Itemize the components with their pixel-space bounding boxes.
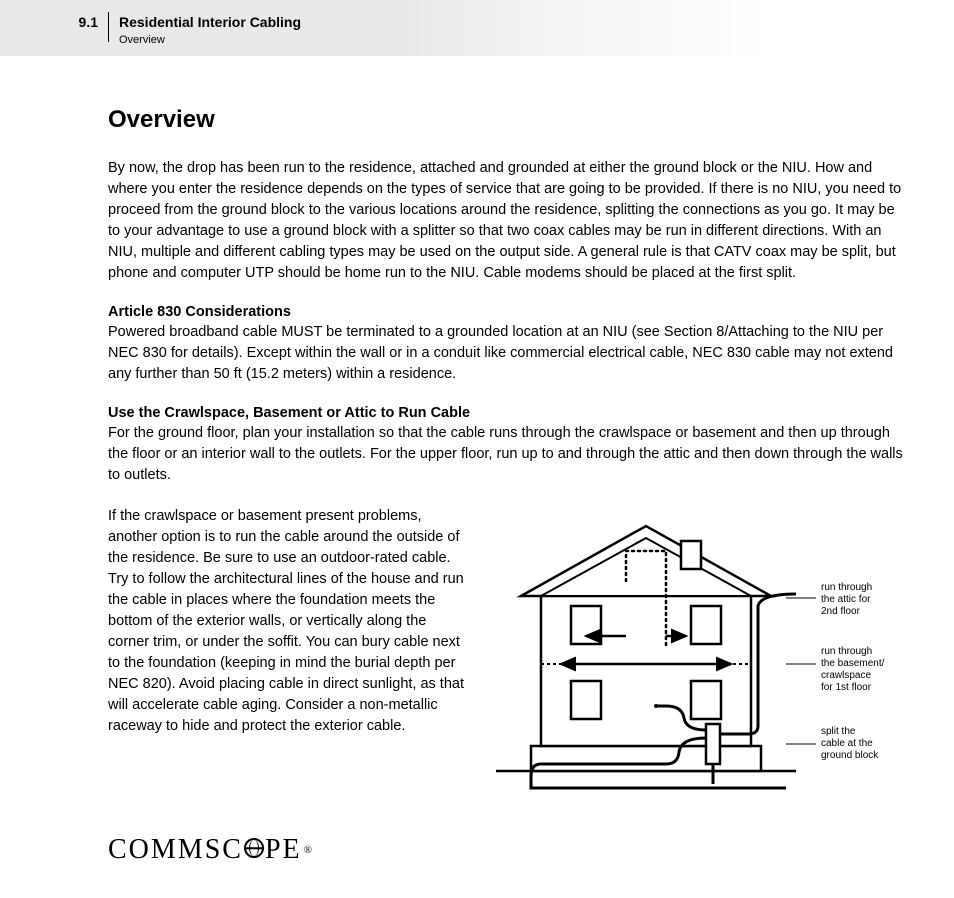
wrap-paragraph: If the crawlspace or basement present pr… <box>108 506 468 737</box>
annotation-split-2: cable at the <box>821 738 873 749</box>
header-titles: Residential Interior Cabling Overview <box>109 14 301 46</box>
section-body: For the ground floor, plan your installa… <box>108 423 906 486</box>
section-heading: Article 830 Considerations <box>108 304 906 320</box>
chapter-subtitle: Overview <box>119 34 301 46</box>
house-diagram: run through the attic for 2nd floor run … <box>486 506 906 796</box>
section-body: Powered broadband cable MUST be terminat… <box>108 322 906 385</box>
globe-icon <box>244 838 264 858</box>
section-heading: Use the Crawlspace, Basement or Attic to… <box>108 405 906 421</box>
page-content: Overview By now, the drop has been run t… <box>0 56 954 796</box>
annotation-attic-1: run through <box>821 582 872 593</box>
chapter-title: Residential Interior Cabling <box>119 14 301 30</box>
annotation-split-3: ground block <box>821 750 879 761</box>
annotation-basement-2: the basement/ <box>821 658 885 669</box>
annotation-split-1: split the <box>821 726 856 737</box>
commscope-logo: COMMSC PE® <box>108 834 312 866</box>
wrap-paragraph-column: If the crawlspace or basement present pr… <box>108 506 468 737</box>
registered-mark: ® <box>304 844 312 856</box>
two-column-row: If the crawlspace or basement present pr… <box>108 506 906 796</box>
annotation-basement-3: crawlspace <box>821 670 871 681</box>
section-crawlspace: Use the Crawlspace, Basement or Attic to… <box>108 405 906 486</box>
section-article-830: Article 830 Considerations Powered broad… <box>108 304 906 385</box>
page-title: Overview <box>108 106 906 134</box>
annotation-basement-4: for 1st floor <box>821 682 872 693</box>
house-diagram-svg: run through the attic for 2nd floor run … <box>486 506 906 796</box>
section-number: 9.1 <box>0 14 108 30</box>
intro-paragraph: By now, the drop has been run to the res… <box>108 158 906 284</box>
logo-text-pre: COMMSC <box>108 834 243 866</box>
logo-text-post: PE <box>265 834 302 866</box>
page-header: 9.1 Residential Interior Cabling Overvie… <box>0 0 954 56</box>
annotation-attic-3: 2nd floor <box>821 606 861 617</box>
annotation-attic-2: the attic for <box>821 594 871 605</box>
annotation-basement-1: run through <box>821 646 872 657</box>
